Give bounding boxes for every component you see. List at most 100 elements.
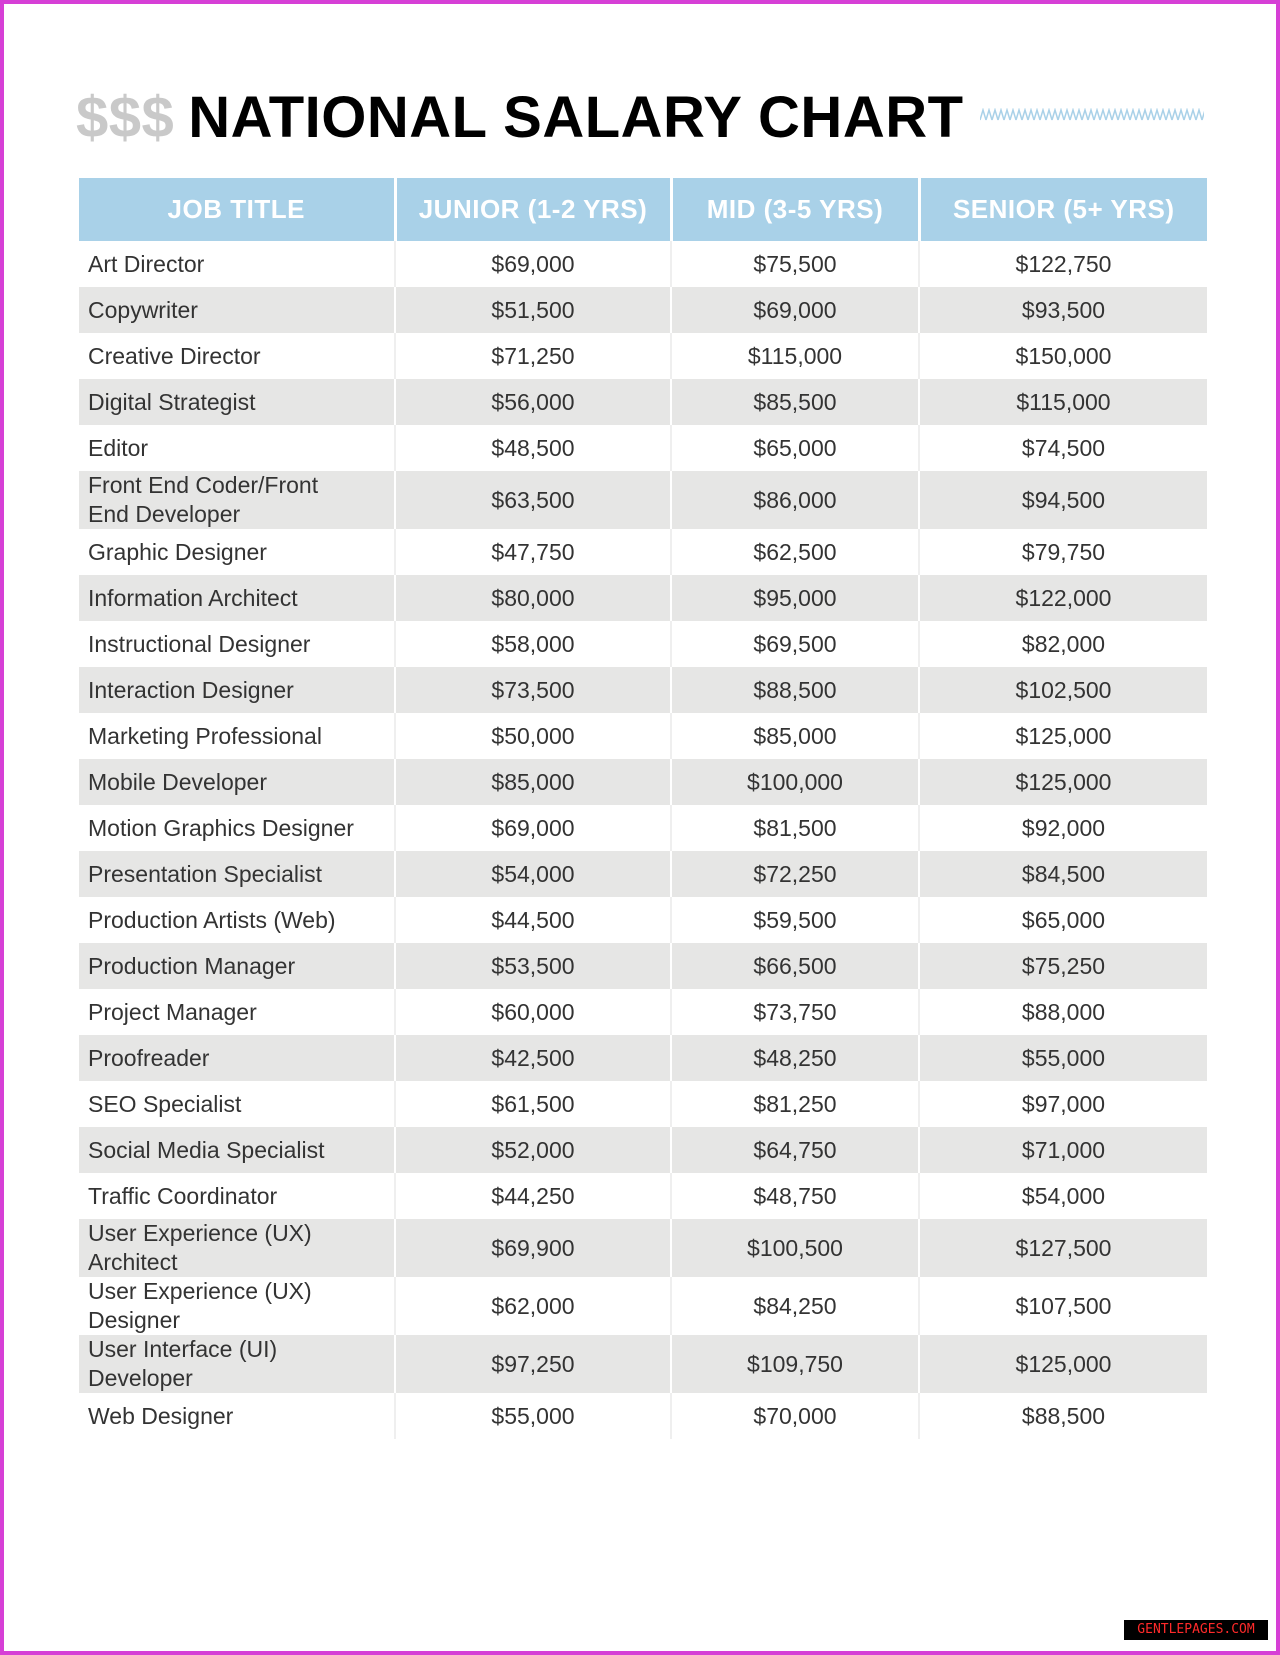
job-title: Front End Coder/Front End Developer bbox=[79, 471, 395, 529]
table-row: Project Manager $60,000 $73,750 $88,000 bbox=[79, 989, 1207, 1035]
salary-cell: $82,000 bbox=[918, 621, 1207, 667]
table-row: Information Architect $80,000 $95,000 $122,… bbox=[79, 575, 1207, 621]
salary-cell: $102,500 bbox=[918, 667, 1207, 713]
salary-cell: $107,500 bbox=[918, 1277, 1207, 1335]
salary-cell: $95,000 bbox=[670, 575, 919, 621]
salary-cell: $86,000 bbox=[670, 471, 919, 529]
salary-cell: $48,500 bbox=[394, 425, 671, 471]
salary-cell: $97,000 bbox=[918, 1081, 1207, 1127]
salary-cell: $69,900 bbox=[394, 1219, 671, 1277]
table-row: Art Director $69,000 $75,500 $122,750 bbox=[79, 241, 1207, 287]
job-title: User Interface (UI) Developer bbox=[79, 1335, 395, 1393]
salary-cell: $79,750 bbox=[918, 529, 1207, 575]
salary-cell: $85,500 bbox=[670, 379, 919, 425]
decoration bbox=[980, 108, 1204, 122]
salary-cell: $150,000 bbox=[918, 333, 1207, 379]
salary-cell: $51,500 bbox=[394, 287, 671, 333]
salary-cell: $85,000 bbox=[670, 713, 919, 759]
salary-cell: $127,500 bbox=[918, 1219, 1207, 1277]
salary-cell: $84,500 bbox=[918, 851, 1207, 897]
table-row: Mobile Developer $85,000 $100,000 $125,000 bbox=[79, 759, 1207, 805]
table-row: Interaction Designer $73,500 $88,500 $102,5… bbox=[79, 667, 1207, 713]
table-row: User Interface (UI) Developer $97,250 $109… bbox=[79, 1335, 1207, 1393]
job-title: User Experience (UX) Architect bbox=[79, 1219, 395, 1277]
salary-cell: $62,500 bbox=[670, 529, 919, 575]
job-title: Social Media Specialist bbox=[79, 1127, 395, 1173]
table-row: Motion Graphics Designer $69,000 $81,500 $9… bbox=[79, 805, 1207, 851]
salary-cell: $100,500 bbox=[670, 1219, 919, 1277]
title: $$$ NATIONAL SALARY CHART bbox=[76, 84, 964, 151]
job-title: Production Artists (Web) bbox=[88, 906, 336, 933]
salary-cell: $56,000 bbox=[394, 379, 671, 425]
table-row: User Experience (UX) Designer $62,000 $84,… bbox=[79, 1277, 1207, 1335]
salary-cell: $44,500 bbox=[394, 897, 671, 943]
salary-cell: $44,250 bbox=[394, 1173, 671, 1219]
job-title: Copywriter bbox=[79, 287, 395, 333]
job-title: Graphic Designer bbox=[88, 538, 267, 565]
salary-cell: $125,000 bbox=[918, 713, 1207, 759]
column-header: JOB TITLE bbox=[79, 178, 395, 241]
job-title: Instructional Designer bbox=[88, 630, 311, 657]
salary-cell: $73,750 bbox=[670, 989, 919, 1035]
salary-cell: $97,250 bbox=[394, 1335, 671, 1393]
salary-cell: $69,000 bbox=[670, 287, 919, 333]
salary-cell: $75,500 bbox=[670, 241, 919, 287]
job-title: Editor bbox=[88, 434, 149, 461]
salary-cell: $88,500 bbox=[670, 667, 919, 713]
table-row: Instructional Designer $58,000 $69,500 $82,… bbox=[79, 621, 1207, 667]
table-row: Marketing Professional $50,000 $85,000 $125… bbox=[79, 713, 1207, 759]
salary-cell: $55,000 bbox=[918, 1035, 1207, 1081]
salary-table: JOB TITLE JUNIOR (1-2 YRS) MID (3-5 YRS) SE… bbox=[79, 178, 1207, 1439]
salary-cell: $115,000 bbox=[918, 379, 1207, 425]
salary-cell: $92,000 bbox=[918, 805, 1207, 851]
salary-cell: $71,250 bbox=[394, 333, 671, 379]
table-row: User Experience (UX) Architect $69,900 $10… bbox=[79, 1219, 1207, 1277]
job-title: Digital Strategist bbox=[79, 379, 395, 425]
table-row: Copywriter $51,500 $69,000 $93,500 bbox=[79, 287, 1207, 333]
table-row: SEO Specialist $61,500 $81,250 $97,000 bbox=[79, 1081, 1207, 1127]
salary-cell: $59,500 bbox=[670, 897, 919, 943]
salary-cell: $81,250 bbox=[670, 1081, 919, 1127]
salary-cell: $53,500 bbox=[394, 943, 671, 989]
salary-cell: $88,000 bbox=[918, 989, 1207, 1035]
job-title: Presentation Specialist bbox=[79, 851, 395, 897]
job-title: Creative Director bbox=[88, 342, 261, 369]
salary-cell: $48,750 bbox=[670, 1173, 919, 1219]
salary-cell: $75,250 bbox=[918, 943, 1207, 989]
salary-cell: $69,000 bbox=[394, 805, 671, 851]
title-prefix: $$$ bbox=[76, 85, 175, 150]
table-row: Production Artists (Web) $44,500 $59,500 $6… bbox=[79, 897, 1207, 943]
salary-cell: $47,750 bbox=[394, 529, 671, 575]
salary-cell: $54,000 bbox=[918, 1173, 1207, 1219]
table-row: Creative Director $71,250 $115,000 $150,000 bbox=[79, 333, 1207, 379]
job-title: Mobile Developer bbox=[79, 759, 395, 805]
salary-cell: $100,000 bbox=[670, 759, 919, 805]
salary-cell: $125,000 bbox=[918, 759, 1207, 805]
salary-cell: $54,000 bbox=[394, 851, 671, 897]
salary-cell: $65,000 bbox=[670, 425, 919, 471]
salary-cell: $85,000 bbox=[394, 759, 671, 805]
job-title: Traffic Coordinator bbox=[88, 1182, 278, 1209]
salary-cell: $55,000 bbox=[394, 1393, 671, 1439]
salary-cell: $72,250 bbox=[670, 851, 919, 897]
salary-cell: $122,750 bbox=[918, 241, 1207, 287]
salary-cell: $73,500 bbox=[394, 667, 671, 713]
job-title: Web Designer bbox=[88, 1402, 234, 1429]
job-title: SEO Specialist bbox=[88, 1090, 242, 1117]
job-title: Interaction Designer bbox=[79, 667, 395, 713]
salary-cell: $69,500 bbox=[670, 621, 919, 667]
salary-cell: $64,750 bbox=[670, 1127, 919, 1173]
salary-cell: $81,500 bbox=[670, 805, 919, 851]
title-text: NATIONAL SALARY CHART bbox=[188, 85, 964, 150]
salary-cell: $66,500 bbox=[670, 943, 919, 989]
column-header: JUNIOR (1-2 YRS) bbox=[393, 178, 671, 241]
salary-cell: $62,000 bbox=[394, 1277, 671, 1335]
job-title: Art Director bbox=[88, 250, 205, 277]
table-row: Editor $48,500 $65,000 $74,500 bbox=[79, 425, 1207, 471]
salary-cell: $74,500 bbox=[918, 425, 1207, 471]
salary-cell: $88,500 bbox=[918, 1393, 1207, 1439]
salary-cell: $65,000 bbox=[918, 897, 1207, 943]
table-row: Proofreader $42,500 $48,250 $55,000 bbox=[79, 1035, 1207, 1081]
